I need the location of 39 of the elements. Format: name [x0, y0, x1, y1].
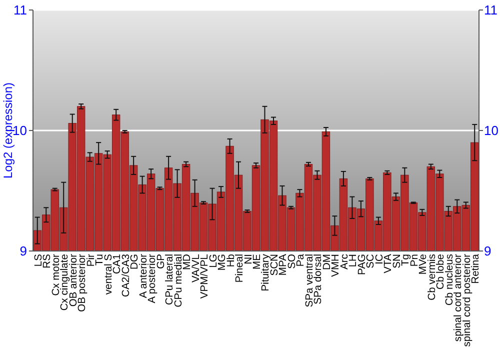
- x-tick-label: Pa: [296, 254, 307, 267]
- y-tick-label: 10: [12, 123, 27, 138]
- y-tick-label: 11: [14, 2, 27, 18]
- x-tick-label: SPa dorsal: [313, 254, 324, 304]
- x-tick-label: Hb: [226, 254, 237, 268]
- x-tick-label: Pn: [409, 254, 420, 267]
- x-tick-label: IC: [374, 253, 386, 264]
- y-tick-label: 9: [20, 244, 27, 259]
- y2-tick-label: 9: [484, 244, 492, 259]
- x-tick-label: Pir: [86, 253, 97, 267]
- x-tick-label: A posterior: [147, 253, 158, 304]
- x-tick-label: Arc: [339, 254, 350, 270]
- x-tick-label: Cb nucleus: [444, 254, 456, 306]
- x-tick-label: spinal cord posterior: [462, 253, 473, 347]
- x-tick-label: MVe: [418, 254, 430, 275]
- x-tick-label: Pineal: [234, 254, 246, 283]
- x-tick-label: Cb lobe: [436, 254, 447, 290]
- x-tick-label: PAG: [356, 254, 368, 275]
- x-tick-label: SO: [286, 254, 298, 269]
- x-tick-label: spinal cord anterior: [453, 253, 464, 342]
- x-tick-label: OB posterior: [77, 253, 88, 312]
- x-tick-label: DM: [322, 254, 333, 270]
- x-tick-label: OB anterior: [68, 253, 80, 307]
- y2-tick-label: 11: [484, 2, 498, 18]
- y2-tick-label: 10: [484, 123, 498, 138]
- x-tick-label: SCN: [269, 254, 280, 276]
- x-tick-label: A anterior: [138, 253, 150, 298]
- x-tick-label: CPu medial: [173, 254, 184, 308]
- x-tick-label: VMH: [330, 254, 342, 277]
- x-tick-label: GP: [156, 254, 167, 269]
- x-tick-label: DG: [130, 254, 141, 270]
- x-tick-label: SN: [392, 254, 403, 268]
- x-tick-label: Tg: [400, 254, 412, 266]
- x-tick-label: Pituitary: [260, 253, 272, 292]
- y-axis-title: Log2 (expression): [1, 82, 15, 179]
- x-tick-label: RS: [42, 254, 54, 268]
- x-tick-label: ME: [252, 254, 263, 270]
- x-tick-label: Retina: [470, 254, 482, 284]
- x-tick-label: NI: [243, 254, 254, 264]
